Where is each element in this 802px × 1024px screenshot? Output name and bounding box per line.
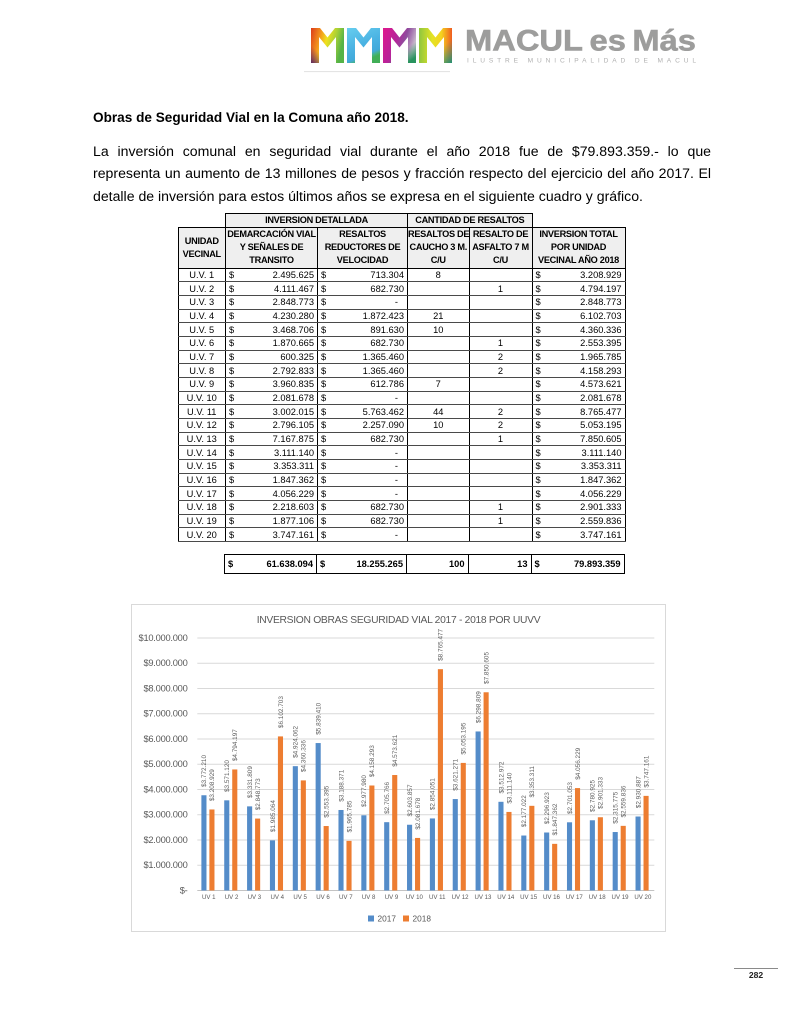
svg-text:ILUSTRE MUNICIPALIDAD DE MACUL: ILUSTRE MUNICIPALIDAD DE MACUL: [467, 57, 696, 64]
svg-text:UV 14: UV 14: [497, 894, 515, 901]
svg-text:$2.848.773: $2.848.773: [255, 778, 262, 810]
svg-text:$3.621.271: $3.621.271: [453, 758, 460, 790]
svg-text:$1.000.000: $1.000.000: [143, 860, 187, 870]
svg-text:INVERSION OBRAS SEGURIDAD VIAL: INVERSION OBRAS SEGURIDAD VIAL 2017 - 20…: [257, 615, 541, 626]
svg-text:$3.331.809: $3.331.809: [247, 766, 254, 798]
svg-text:$3.571.120: $3.571.120: [224, 760, 231, 792]
svg-text:UV 19: UV 19: [612, 894, 630, 901]
svg-text:UV 5: UV 5: [293, 894, 307, 901]
svg-text:$2.000.000: $2.000.000: [143, 835, 187, 845]
svg-text:$5.053.195: $5.053.195: [461, 722, 468, 754]
svg-text:UV 7: UV 7: [339, 894, 353, 901]
svg-text:UV 10: UV 10: [406, 894, 424, 901]
svg-text:UV 9: UV 9: [385, 894, 399, 901]
svg-text:$7.850.605: $7.850.605: [483, 652, 490, 684]
svg-text:$2.553.395: $2.553.395: [323, 785, 330, 817]
svg-text:$2.901.333: $2.901.333: [598, 777, 605, 809]
svg-text:$6.102.703: $6.102.703: [278, 696, 285, 728]
svg-text:$2.081.678: $2.081.678: [415, 797, 422, 829]
svg-text:$5.000.000: $5.000.000: [143, 759, 187, 769]
svg-text:$-: $-: [180, 885, 188, 895]
svg-text:$10.000.000: $10.000.000: [139, 633, 188, 643]
svg-text:$6.298.809: $6.298.809: [475, 691, 482, 723]
svg-text:UV 6: UV 6: [316, 894, 330, 901]
svg-text:$4.794.197: $4.794.197: [232, 729, 239, 761]
svg-text:$2.559.836: $2.559.836: [621, 785, 628, 817]
svg-text:$2.296.923: $2.296.923: [544, 792, 551, 824]
svg-text:$2.315.775: $2.315.775: [613, 791, 620, 823]
svg-text:$7.000.000: $7.000.000: [143, 709, 187, 719]
svg-text:UV 1: UV 1: [202, 894, 216, 901]
svg-text:UV 17: UV 17: [566, 894, 584, 901]
svg-text:$3.353.311: $3.353.311: [529, 766, 536, 798]
svg-text:UV 2: UV 2: [225, 894, 239, 901]
svg-text:$3.000.000: $3.000.000: [143, 810, 187, 820]
svg-text:$8.765.477: $8.765.477: [438, 628, 445, 660]
svg-text:$4.000.000: $4.000.000: [143, 784, 187, 794]
svg-text:$1.965.785: $1.965.785: [346, 800, 353, 832]
svg-text:$4.360.336: $4.360.336: [301, 740, 308, 772]
svg-text:UV 13: UV 13: [474, 894, 492, 901]
svg-text:$6.000.000: $6.000.000: [143, 734, 187, 744]
svg-text:$4.158.293: $4.158.293: [369, 745, 376, 777]
svg-text:$4.573.621: $4.573.621: [392, 734, 399, 766]
svg-text:UV 18: UV 18: [589, 894, 607, 901]
svg-text:2018: 2018: [413, 914, 432, 924]
svg-text:$3.188.371: $3.188.371: [338, 769, 345, 801]
svg-text:$9.000.000: $9.000.000: [143, 658, 187, 668]
svg-text:$4.056.229: $4.056.229: [575, 747, 582, 779]
svg-text:$2.177.022: $2.177.022: [521, 795, 528, 827]
svg-text:UV 11: UV 11: [429, 894, 446, 901]
svg-text:$3.772.210: $3.772.210: [201, 755, 208, 787]
svg-text:UV 16: UV 16: [543, 894, 561, 901]
svg-text:UV 3: UV 3: [248, 894, 262, 901]
svg-text:$2.603.857: $2.603.857: [407, 784, 414, 816]
svg-text:$3.111.140: $3.111.140: [506, 772, 513, 803]
svg-text:UV 4: UV 4: [270, 894, 284, 901]
svg-text:MACUL es Más: MACUL es Más: [465, 26, 696, 58]
svg-text:UV 12: UV 12: [452, 894, 470, 901]
svg-text:$3.747.161: $3.747.161: [643, 755, 650, 787]
svg-text:$2.977.980: $2.977.980: [361, 775, 368, 807]
svg-text:$4.924.062: $4.924.062: [293, 725, 300, 757]
svg-text:$2.780.925: $2.780.925: [590, 780, 597, 812]
svg-text:$8.000.000: $8.000.000: [143, 683, 187, 693]
svg-text:UV 20: UV 20: [634, 894, 652, 901]
svg-text:$5.839.410: $5.839.410: [315, 702, 322, 734]
svg-text:$1.847.362: $1.847.362: [552, 803, 559, 835]
svg-text:$2.701.053: $2.701.053: [567, 782, 574, 814]
svg-text:$3.512.972: $3.512.972: [498, 761, 505, 793]
svg-text:$2.930.887: $2.930.887: [635, 776, 642, 808]
svg-text:2017: 2017: [378, 914, 397, 924]
svg-text:$1.985.064: $1.985.064: [270, 800, 277, 832]
svg-text:$2.854.051: $2.854.051: [430, 778, 437, 810]
svg-text:UV 8: UV 8: [362, 894, 376, 901]
svg-text:UV 15: UV 15: [520, 894, 538, 901]
svg-text:$3.208.929: $3.208.929: [209, 769, 216, 801]
svg-text:$2.705.766: $2.705.766: [384, 781, 391, 813]
